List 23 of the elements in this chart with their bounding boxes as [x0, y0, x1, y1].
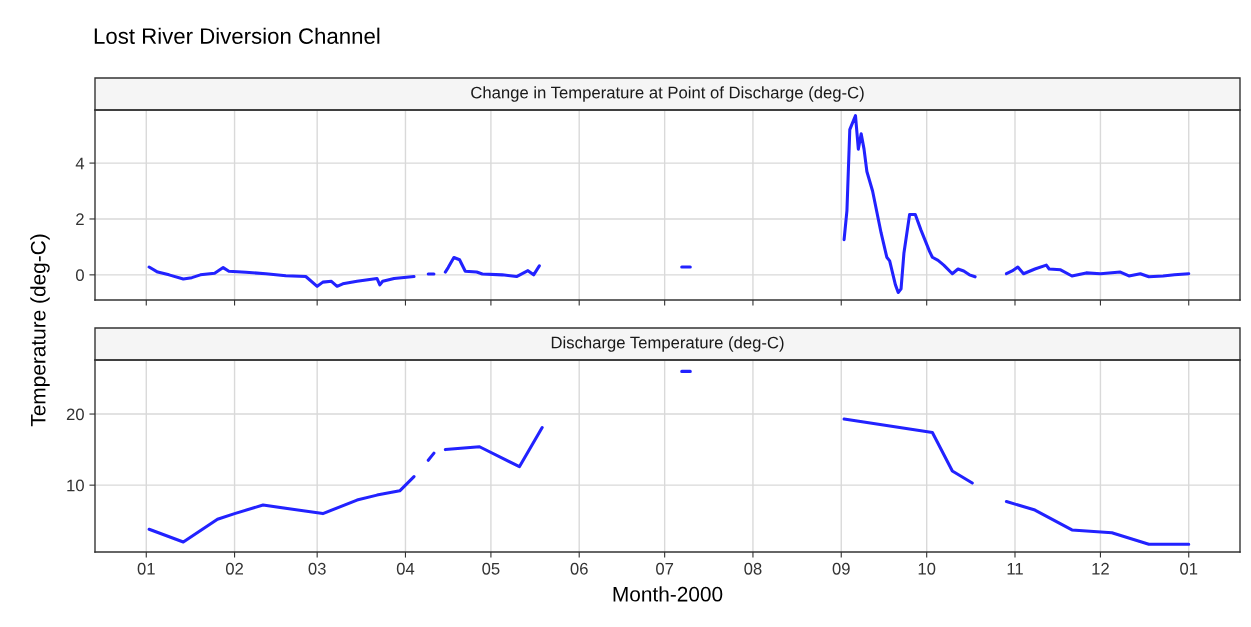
- y-tick-label: 10: [67, 479, 84, 492]
- y-axis-title: Temperature (deg-C): [30, 234, 50, 427]
- x-tick-label: 08: [744, 562, 762, 575]
- x-tick-label: 11: [1007, 563, 1023, 575]
- y-tick-label: 4: [75, 157, 85, 170]
- x-tick-label: 04: [396, 562, 415, 575]
- y-tick-label: 2: [76, 213, 84, 226]
- x-tick-label: 01: [1180, 562, 1198, 575]
- x-tick-label: 10: [918, 562, 936, 575]
- y-tick-label: 20: [66, 408, 84, 421]
- x-tick-label: 12: [1092, 562, 1109, 575]
- x-tick-label: 01: [137, 562, 155, 575]
- x-tick-label: 03: [308, 562, 326, 575]
- x-axis-title: Month-2000: [613, 586, 723, 602]
- chart-title: Lost River Diversion Channel: [94, 27, 380, 44]
- x-tick-label: 09: [832, 562, 850, 575]
- y-tick-label: 0: [75, 269, 84, 282]
- x-tick-label: 07: [656, 562, 674, 575]
- chart-subtitle: Discharge Temperature (deg-C): [551, 336, 784, 352]
- chart-subtitle: Change in Temperature at Point of Discharge (deg-C): [471, 86, 864, 102]
- x-tick-label: 06: [570, 562, 588, 575]
- x-tick-label: 05: [482, 562, 500, 575]
- x-tick-label: 02: [225, 562, 243, 575]
